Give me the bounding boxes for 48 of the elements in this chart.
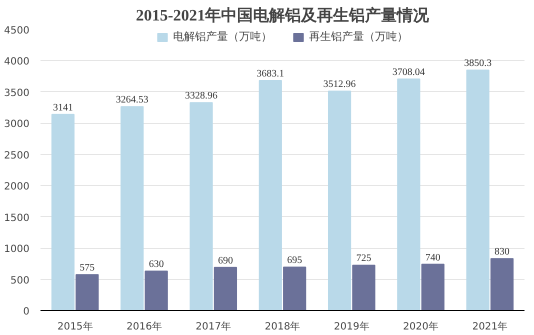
bar (328, 90, 352, 310)
data-label: 630 (148, 259, 164, 270)
x-tick-label: 2021年 (472, 320, 508, 332)
bar (258, 80, 282, 310)
bar (352, 264, 376, 310)
bar (490, 258, 514, 310)
data-label: 695 (287, 255, 302, 266)
bar (190, 102, 213, 310)
y-tick-label: 2000 (4, 182, 30, 193)
y-tick-label: 2500 (4, 150, 30, 162)
bar (421, 264, 444, 310)
x-tick-label: 2018年 (264, 320, 300, 332)
data-label: 575 (80, 262, 95, 274)
bar (144, 270, 168, 310)
x-tick-label: 2020年 (403, 320, 439, 332)
data-label: 3683.1 (256, 68, 284, 80)
x-tick-label: 2017年 (196, 320, 232, 332)
data-label: 3708.04 (392, 66, 425, 78)
y-tick-label: 0 (23, 306, 30, 318)
data-label: 3264.53 (116, 94, 148, 106)
x-tick-label: 2019年 (334, 320, 370, 332)
data-label: 740 (425, 252, 440, 264)
x-tick-label: 2015年 (57, 320, 93, 332)
y-tick-label: 1000 (4, 244, 30, 256)
bar (76, 274, 99, 310)
legend-label: 再生铝产量（万吨） (309, 29, 408, 44)
data-label: 690 (218, 255, 233, 266)
legend-label: 电解铝产量（万吨） (173, 29, 272, 44)
x-tick-label: 2016年 (126, 320, 162, 332)
y-tick-label: 500 (10, 275, 30, 286)
y-tick-label: 3000 (4, 119, 30, 130)
y-tick-label: 3500 (4, 88, 30, 99)
bar (466, 70, 490, 310)
chart-title: 2015-2021年中国电解铝及再生铝产量情况 (136, 6, 430, 24)
data-label: 830 (494, 246, 510, 258)
data-label: 3141 (52, 102, 73, 114)
bar (51, 114, 75, 310)
y-tick-label: 4000 (4, 56, 30, 68)
bar (214, 266, 238, 310)
bar (120, 106, 144, 310)
data-label: 3512.96 (323, 79, 356, 90)
data-label: 3328.96 (185, 90, 218, 102)
y-tick-label: 1500 (4, 212, 30, 224)
y-tick-label: 4500 (4, 26, 30, 36)
bar (283, 266, 306, 310)
bar (397, 78, 420, 310)
data-label: 3850.3 (464, 58, 492, 70)
data-label: 725 (356, 253, 372, 264)
